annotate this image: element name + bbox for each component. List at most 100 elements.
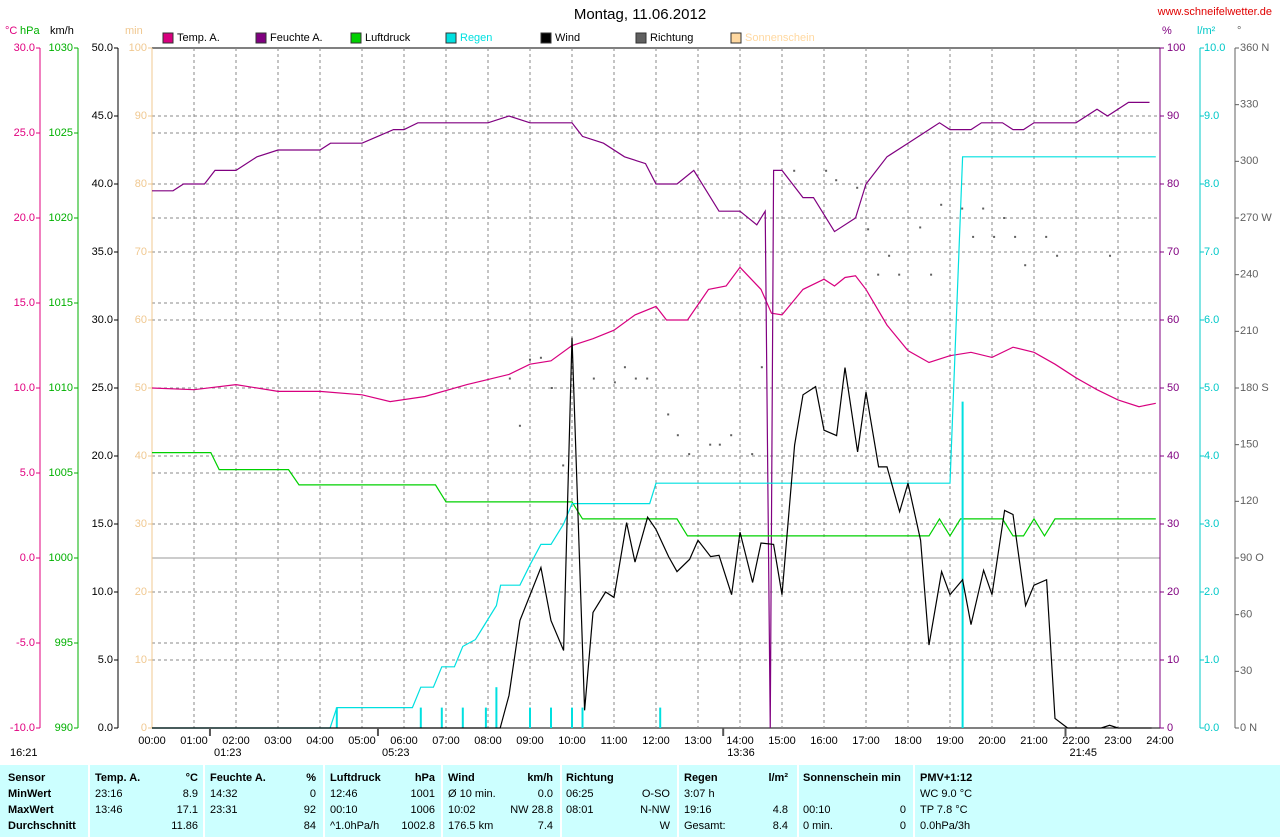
legend-label: Wind	[555, 32, 580, 44]
table-cell: 8.4	[772, 820, 788, 832]
y-tick-label: 80	[135, 178, 147, 190]
table-cell: °C	[185, 772, 198, 784]
x-tick-label: 04:00	[306, 735, 334, 747]
y-tick-label: 7.0	[1204, 246, 1219, 258]
axis-unit: %	[1162, 25, 1172, 37]
y-tick-label: 5.0	[20, 467, 35, 479]
table-cell: 0 min.	[803, 820, 833, 832]
table-cell: 00:10	[330, 804, 358, 816]
direction-dot	[1024, 264, 1027, 267]
table-cell: N-NW	[640, 804, 670, 816]
direction-dot	[688, 453, 691, 456]
table-cell: 1006	[410, 804, 435, 816]
x-tick-label: 12:00	[642, 735, 670, 747]
x-tick-label: 19:00	[936, 735, 964, 747]
direction-dot	[961, 207, 964, 210]
table-cell: 10:02	[448, 804, 476, 816]
stats-table: Sensor Temp. A. °C Feuchte A.% Luftdruck hPa W…	[0, 765, 1280, 837]
y-tick-label: 5.0	[1204, 382, 1219, 394]
y-tick-label: 25.0	[14, 127, 35, 139]
y-tick-label: 20.0	[92, 450, 113, 462]
series-line	[152, 337, 1152, 729]
y-tick-label: 995	[55, 637, 73, 649]
axis-unit: °	[1237, 25, 1241, 37]
separator	[913, 765, 915, 837]
table-cell: Gesamt:	[684, 820, 726, 832]
direction-dot	[1014, 235, 1017, 238]
separator	[441, 765, 443, 837]
y-tick-label: 0	[1167, 722, 1173, 734]
y-tick-label: 15.0	[92, 518, 113, 530]
x-tick-label: 07:00	[432, 735, 460, 747]
direction-dot	[856, 186, 859, 189]
x-tick-label: 01:00	[180, 735, 208, 747]
direction-dot	[993, 235, 996, 238]
x-tick-label: 24:00	[1146, 735, 1174, 747]
legend-swatch	[350, 32, 362, 44]
direction-dot	[898, 273, 901, 276]
chart: Montag, 11.06.2012 www.schneifelwetter.d…	[5, 6, 1272, 759]
table-cell: 4.8	[772, 804, 788, 816]
source: www.schneifelwetter.de	[1157, 6, 1272, 18]
direction-dot	[877, 273, 880, 276]
table-cell: W	[659, 820, 670, 832]
y-tick-label: 35.0	[92, 246, 113, 258]
legend-swatch	[635, 32, 647, 44]
x-tick-label: 03:00	[264, 735, 292, 747]
y-tick-label: 70	[1167, 246, 1179, 258]
table-cell: TP 7.8 °C	[920, 804, 968, 816]
legend-swatch	[730, 32, 742, 44]
y-tick-label: 240	[1240, 269, 1258, 281]
direction-dot	[793, 169, 796, 172]
legend-swatch	[162, 32, 174, 44]
y-tick-label: 80	[1167, 178, 1179, 190]
y-tick-label: 50	[1167, 382, 1179, 394]
table-cell: 0	[899, 804, 906, 816]
x-tick-label: 00:00	[138, 735, 166, 747]
y-tick-label: 90	[1167, 110, 1179, 122]
direction-dot	[646, 377, 649, 380]
axis-unit: min	[125, 25, 143, 37]
corner-note: 16:21	[10, 747, 38, 759]
y-tick-label: 40	[135, 450, 147, 462]
table-cell: ^1.0hPa/h	[330, 820, 380, 832]
table-cell: Ø 10 min.	[448, 788, 496, 800]
x-tick-label: 22:00	[1062, 735, 1090, 747]
table-cell: 11.86	[171, 820, 198, 832]
y-tick-label: 180 S	[1240, 382, 1269, 394]
axis-unit: km/h	[50, 25, 74, 37]
y-tick-label: 60	[1167, 314, 1179, 326]
direction-dot	[825, 169, 828, 172]
y-tick-label: 50	[135, 382, 147, 394]
legend-label: Richtung	[650, 32, 693, 44]
y-tick-label: 30.0	[92, 314, 113, 326]
y-tick-label: 120	[1240, 495, 1258, 507]
y-tick-label: 1000	[49, 552, 73, 564]
series-line	[152, 156, 1156, 729]
event-label: 21:45	[1070, 747, 1098, 759]
table-cell: 17.1	[176, 804, 198, 816]
chart-title: Montag, 11.06.2012	[574, 6, 706, 23]
axis-unit: °C	[5, 25, 17, 37]
table-cell: 0.0	[537, 788, 553, 800]
table-cell: 84	[303, 820, 316, 832]
direction-dot	[730, 434, 733, 437]
y-tick-label: 45.0	[92, 110, 113, 122]
legend-label: Luftdruck	[365, 32, 411, 44]
direction-dot	[867, 228, 870, 231]
y-tick-label: 360 N	[1240, 42, 1269, 54]
separator	[677, 765, 679, 837]
direction-dot	[508, 377, 511, 380]
y-tick-label: 0.0	[98, 722, 113, 734]
axis-unit: hPa	[20, 25, 40, 37]
table-cell: 13:46	[95, 804, 123, 816]
direction-dot	[760, 366, 763, 369]
direction-dot	[676, 434, 679, 437]
direction-dot	[718, 443, 721, 446]
table-cell: Regen	[684, 772, 718, 784]
y-tick-label: 10.0	[14, 382, 35, 394]
separator	[203, 765, 205, 837]
table-cell: Sensor	[8, 772, 46, 784]
direction-dot	[888, 254, 891, 257]
